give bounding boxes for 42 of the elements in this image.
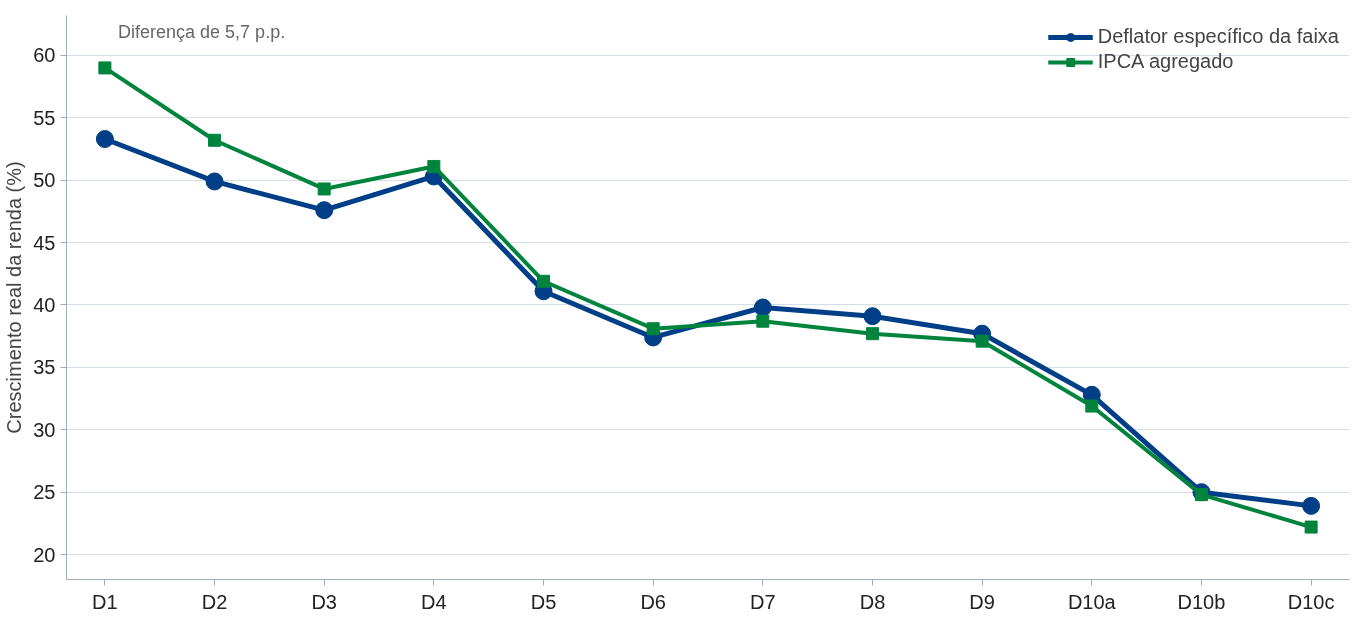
point xyxy=(1304,520,1318,534)
point xyxy=(753,298,772,317)
y-tick-label: 45 xyxy=(33,231,56,254)
y-tick-label: 55 xyxy=(33,106,56,129)
x-tick-label: D10a xyxy=(1067,590,1117,613)
point xyxy=(427,159,441,173)
point xyxy=(1302,496,1321,515)
y-tick-label: 40 xyxy=(33,293,56,316)
point xyxy=(537,274,551,288)
point xyxy=(95,130,114,149)
x-tick-label: D7 xyxy=(750,590,776,613)
y-tick-label: 30 xyxy=(33,418,56,441)
point xyxy=(975,334,989,348)
x-tick-label: D10c xyxy=(1287,590,1335,613)
y-axis-title: Crescimento real da renda (%) xyxy=(3,161,26,434)
x-tick-label: D4 xyxy=(421,590,447,613)
y-tick-label: 20 xyxy=(33,543,56,566)
x-tick-label: D6 xyxy=(640,590,666,613)
point xyxy=(863,307,882,326)
annotation: Diferença de 5,7 p.p. xyxy=(118,21,286,42)
point xyxy=(205,172,224,191)
y-tick-label: 60 xyxy=(33,44,56,67)
point xyxy=(1085,399,1099,413)
y-tick-label: 35 xyxy=(33,356,56,379)
y-tick-label: 25 xyxy=(33,481,56,504)
point xyxy=(646,322,660,336)
x-tick-label: D1 xyxy=(92,590,118,613)
x-tick-label: D9 xyxy=(969,590,995,613)
x-tick-label: D2 xyxy=(201,590,228,613)
x-tick-label: D10b xyxy=(1177,590,1226,613)
legend-label: IPCA agregado xyxy=(1097,50,1234,73)
x-tick-label: D5 xyxy=(530,590,557,613)
x-tick-label: D3 xyxy=(311,590,337,613)
point xyxy=(865,327,879,341)
point xyxy=(208,133,222,147)
x-tick-label: D8 xyxy=(859,590,886,613)
legend-label: Deflator específico da faixa xyxy=(1097,25,1339,48)
point xyxy=(756,314,770,328)
point xyxy=(317,182,331,196)
point xyxy=(315,201,334,220)
point xyxy=(98,61,112,75)
y-tick-label: 50 xyxy=(33,169,56,192)
